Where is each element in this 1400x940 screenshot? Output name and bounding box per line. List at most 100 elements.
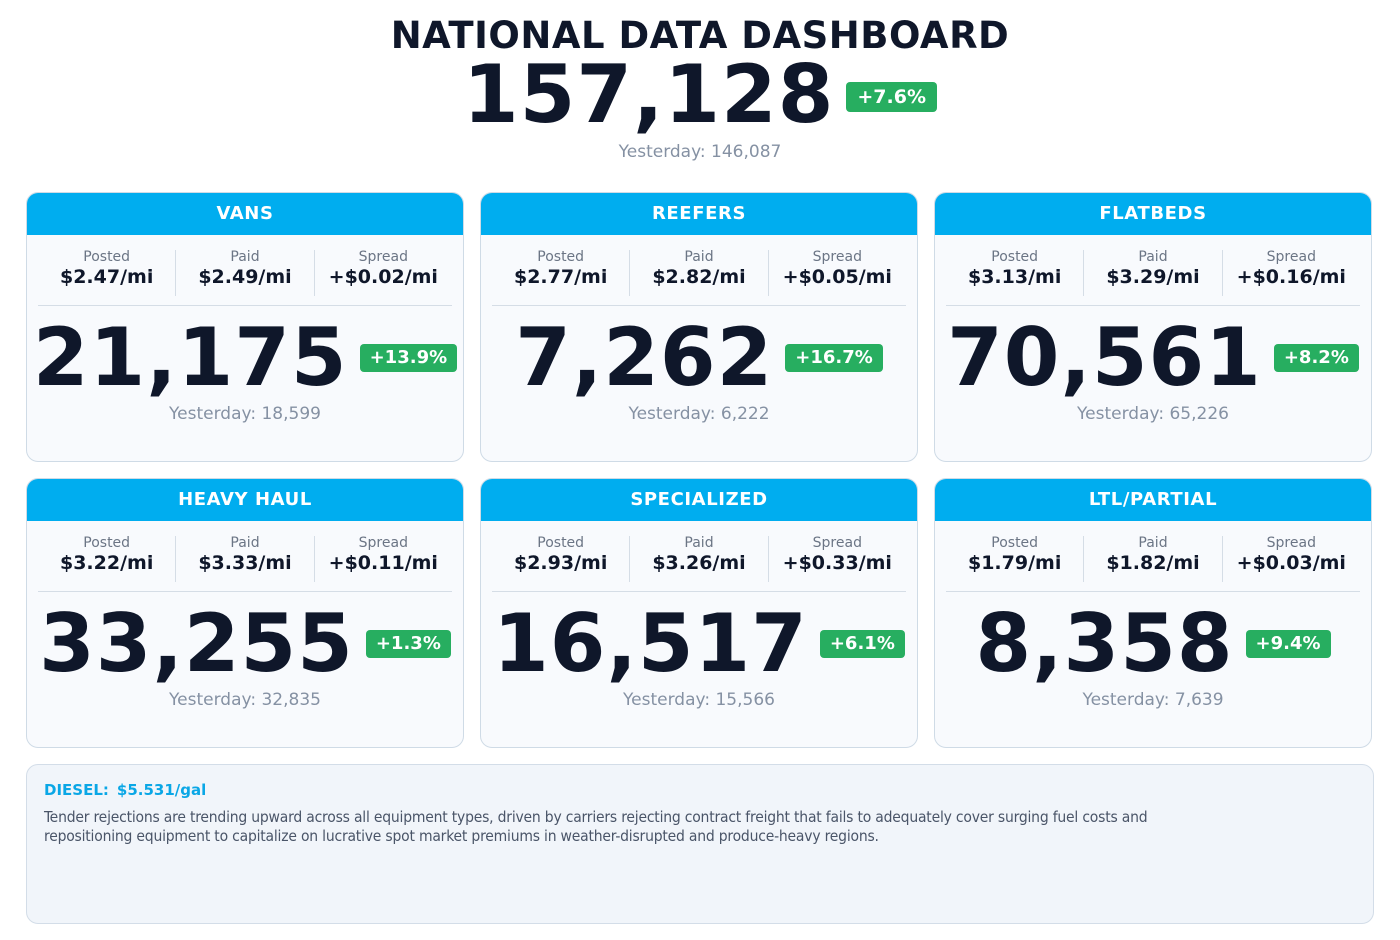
spread-value: +$0.02/mi — [328, 266, 438, 288]
rates-row: Posted $1.79/mi Paid $1.82/mi Spread +$0… — [946, 536, 1360, 582]
load-count: 70,561 — [947, 311, 1262, 404]
total-yesterday: Yesterday: 146,087 — [618, 142, 782, 162]
equipment-cards-grid: VANS Posted $2.47/mi Paid $2.49/mi Sprea… — [26, 192, 1373, 748]
posted-rate: Posted $1.79/mi — [946, 535, 1085, 582]
paid-label: Paid — [1138, 249, 1168, 265]
spread-value: +$0.11/mi — [328, 552, 438, 574]
load-count-row: 21,175 +13.9% — [27, 316, 463, 400]
yesterday-count: Yesterday: 18,599 — [169, 404, 321, 424]
change-badge: +13.9% — [359, 344, 458, 372]
yesterday-count: Yesterday: 15,566 — [623, 690, 775, 710]
posted-value: $1.79/mi — [967, 552, 1062, 574]
page-title: NATIONAL DATA DASHBOARD — [390, 14, 1010, 57]
divider — [946, 305, 1360, 306]
paid-rate: Paid $3.29/mi — [1084, 249, 1223, 296]
load-count: 7,262 — [515, 311, 774, 404]
rates-row: Posted $3.22/mi Paid $3.33/mi Spread +$0… — [38, 536, 452, 582]
rates-row: Posted $2.77/mi Paid $2.82/mi Spread +$0… — [492, 250, 906, 296]
spread-rate: Spread +$0.05/mi — [769, 250, 906, 296]
divider — [946, 591, 1360, 592]
yesterday-count: Yesterday: 7,639 — [1082, 690, 1224, 710]
change-badge: +16.7% — [785, 344, 883, 372]
spread-rate: Spread +$0.16/mi — [1223, 250, 1360, 296]
rates-row: Posted $2.47/mi Paid $2.49/mi Spread +$0… — [38, 250, 452, 296]
load-count: 33,255 — [39, 597, 354, 690]
divider — [38, 591, 452, 592]
paid-label: Paid — [684, 249, 714, 265]
diesel-price: DIESEL: $5.531/gal — [44, 780, 1356, 800]
paid-label: Paid — [230, 535, 260, 551]
rates-row: Posted $3.13/mi Paid $3.29/mi Spread +$0… — [946, 250, 1360, 296]
divider — [38, 305, 452, 306]
total-loads-row: 157,128 +7.6% — [0, 52, 1400, 138]
posted-rate: Posted $2.93/mi — [492, 535, 631, 582]
change-badge: +9.4% — [1245, 630, 1331, 658]
spread-label: Spread — [812, 249, 862, 265]
paid-value: $1.82/mi — [1106, 552, 1200, 574]
rates-row: Posted $2.93/mi Paid $3.26/mi Spread +$0… — [492, 536, 906, 582]
paid-value: $3.29/mi — [1106, 266, 1200, 288]
card-flatbeds: FLATBEDS Posted $3.13/mi Paid $3.29/mi S… — [934, 192, 1372, 462]
yesterday-count: Yesterday: 65,226 — [1077, 404, 1229, 424]
load-count: 8,358 — [975, 597, 1234, 690]
paid-value: $2.82/mi — [652, 266, 746, 288]
spread-rate: Spread +$0.03/mi — [1223, 536, 1360, 582]
posted-label: Posted — [537, 249, 585, 265]
posted-label: Posted — [991, 249, 1039, 265]
paid-label: Paid — [684, 535, 714, 551]
posted-label: Posted — [83, 249, 131, 265]
load-count-row: 70,561 +8.2% — [935, 316, 1371, 400]
paid-value: $3.26/mi — [652, 552, 746, 574]
change-badge: +6.1% — [819, 630, 905, 658]
spread-value: +$0.33/mi — [782, 552, 892, 574]
spread-label: Spread — [1266, 249, 1316, 265]
card-specialized: SPECIALIZED Posted $2.93/mi Paid $3.26/m… — [480, 478, 918, 748]
spread-label: Spread — [358, 249, 408, 265]
load-count-row: 7,262 +16.7% — [481, 316, 917, 400]
paid-rate: Paid $1.82/mi — [1084, 536, 1223, 582]
spread-label: Spread — [812, 535, 862, 551]
spread-value: +$0.05/mi — [782, 266, 892, 288]
paid-rate: Paid $3.33/mi — [176, 535, 315, 582]
change-badge: +8.2% — [1273, 344, 1359, 372]
card-reefers: REEFERS Posted $2.77/mi Paid $2.82/mi Sp… — [480, 192, 918, 462]
spread-value: +$0.03/mi — [1236, 552, 1346, 574]
spread-rate: Spread +$0.11/mi — [315, 536, 452, 582]
card-vans: VANS Posted $2.47/mi Paid $2.49/mi Sprea… — [26, 192, 464, 462]
posted-value: $2.77/mi — [513, 266, 608, 288]
paid-value: $3.33/mi — [198, 552, 292, 574]
load-count-row: 16,517 +6.1% — [481, 602, 917, 686]
card-title: LTL/PARTIAL — [935, 479, 1371, 521]
posted-rate: Posted $2.47/mi — [38, 249, 177, 296]
load-count-row: 33,255 +1.3% — [27, 602, 463, 686]
card-title: VANS — [27, 193, 463, 235]
load-count: 21,175 — [32, 311, 348, 404]
spread-rate: Spread +$0.02/mi — [315, 250, 452, 296]
posted-value: $2.93/mi — [513, 552, 608, 574]
spread-label: Spread — [358, 535, 408, 551]
paid-rate: Paid $3.26/mi — [630, 535, 769, 582]
total-loads-value: 157,128 — [463, 48, 835, 141]
spread-value: +$0.16/mi — [1236, 266, 1346, 288]
spread-label: Spread — [1266, 535, 1316, 551]
market-note-panel: DIESEL: $5.531/gal Tender rejections are … — [26, 764, 1374, 924]
posted-value: $2.47/mi — [59, 266, 154, 288]
posted-rate: Posted $3.13/mi — [946, 249, 1085, 296]
yesterday-count: Yesterday: 32,835 — [169, 690, 321, 710]
paid-value: $2.49/mi — [198, 266, 292, 288]
posted-rate: Posted $2.77/mi — [492, 249, 631, 296]
posted-label: Posted — [537, 535, 585, 551]
diesel-value: $5.531/gal — [116, 781, 207, 799]
paid-rate: Paid $2.49/mi — [176, 249, 315, 296]
total-change-badge: +7.6% — [846, 82, 937, 112]
diesel-label: DIESEL: — [44, 781, 109, 799]
change-badge: +1.3% — [365, 630, 451, 658]
market-commentary: Tender rejections are trending upward ac… — [44, 808, 1148, 845]
paid-label: Paid — [230, 249, 260, 265]
load-count-row: 8,358 +9.4% — [935, 602, 1371, 686]
card-ltl-partial: LTL/PARTIAL Posted $1.79/mi Paid $1.82/m… — [934, 478, 1372, 748]
posted-rate: Posted $3.22/mi — [38, 535, 177, 582]
posted-label: Posted — [991, 535, 1039, 551]
posted-label: Posted — [83, 535, 131, 551]
card-heavy-haul: HEAVY HAUL Posted $3.22/mi Paid $3.33/mi… — [26, 478, 464, 748]
